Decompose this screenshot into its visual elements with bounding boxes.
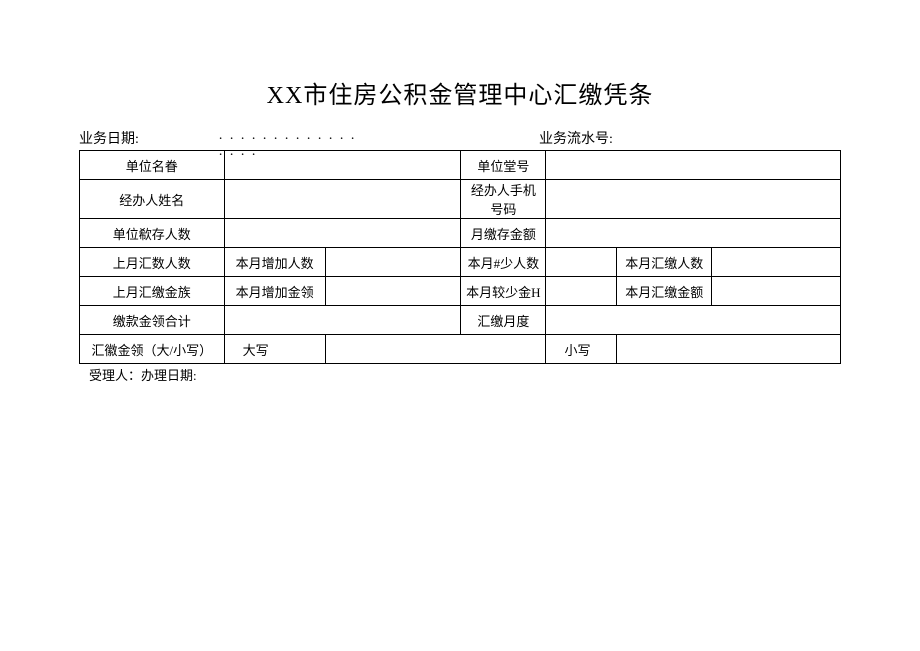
month-decrease-amount-label: 本月较少金H (461, 277, 546, 306)
lowercase-value (617, 335, 841, 364)
document-page: XX市住房公积金管理中心汇缴凭条 业务日期: . . . . . . . . .… (0, 0, 920, 384)
table-row: 经办人姓名 经办人手机号码 (80, 180, 841, 219)
agent-name-label: 经办人姓名 (80, 180, 225, 219)
agent-name-value (224, 180, 461, 219)
agent-phone-value (546, 180, 841, 219)
remit-month-value (546, 306, 841, 335)
table-row: 单位欷存人数 月缴存金额 (80, 219, 841, 248)
uppercase-label: 大写 (224, 335, 325, 364)
unit-account-value (546, 151, 841, 180)
monthly-deposit-label: 月缴存金额 (461, 219, 546, 248)
table-row: 上月汇数人数 本月增加人数 本月#少人数 本月汇缴人数 (80, 248, 841, 277)
unit-account-label: 单位堂号 (461, 151, 546, 180)
month-remit-amount-label: 本月汇缴金额 (617, 277, 712, 306)
total-payment-label: 缴款金领合计 (80, 306, 225, 335)
business-date-label: 业务日期: (79, 128, 139, 148)
month-decrease-count-label: 本月#少人数 (461, 248, 546, 277)
business-serial-label: 业务流水号: (539, 128, 613, 148)
month-decrease-count-value (546, 248, 617, 277)
month-remit-count-value (712, 248, 841, 277)
unit-name-value (224, 151, 461, 180)
unit-deposit-count-label: 单位欷存人数 (80, 219, 225, 248)
form-table: 单位名眷 单位堂号 经办人姓名 经办人手机号码 单位欷存人数 月缴存金额 上月汇… (79, 150, 841, 364)
unit-name-label: 单位名眷 (80, 151, 225, 180)
month-increase-count-label: 本月增加人数 (224, 248, 325, 277)
agent-phone-label: 经办人手机号码 (461, 180, 546, 219)
business-date-value: . . . . . . . . . . . . . . . . . (219, 128, 359, 148)
month-increase-amount-label: 本月增加金领 (224, 277, 325, 306)
uppercase-value (325, 335, 546, 364)
month-increase-count-value (325, 248, 460, 277)
table-row: 上月汇缴金族 本月增加金领 本月较少金H 本月汇缴金额 (80, 277, 841, 306)
last-month-amount-label: 上月汇缴金族 (80, 277, 225, 306)
month-remit-count-label: 本月汇缴人数 (617, 248, 712, 277)
footer-row: 受理人：办理日期: (79, 365, 841, 384)
total-payment-value (224, 306, 461, 335)
month-decrease-amount-value (546, 277, 617, 306)
month-remit-amount-value (712, 277, 841, 306)
unit-deposit-count-value (224, 219, 461, 248)
document-title: XX市住房公积金管理中心汇缴凭条 (79, 75, 841, 110)
table-row: 缴款金领合计 汇缴月度 (80, 306, 841, 335)
table-row: 单位名眷 单位堂号 (80, 151, 841, 180)
last-month-count-label: 上月汇数人数 (80, 248, 225, 277)
lowercase-label: 小写 (546, 335, 617, 364)
monthly-deposit-value (546, 219, 841, 248)
remit-month-label: 汇缴月度 (461, 306, 546, 335)
table-row: 汇徽金领（大/小写） 大写 小写 (80, 335, 841, 364)
month-increase-amount-value (325, 277, 460, 306)
header-row: 业务日期: . . . . . . . . . . . . . . . . . … (79, 128, 841, 148)
remit-amount-words-label: 汇徽金领（大/小写） (80, 335, 225, 364)
